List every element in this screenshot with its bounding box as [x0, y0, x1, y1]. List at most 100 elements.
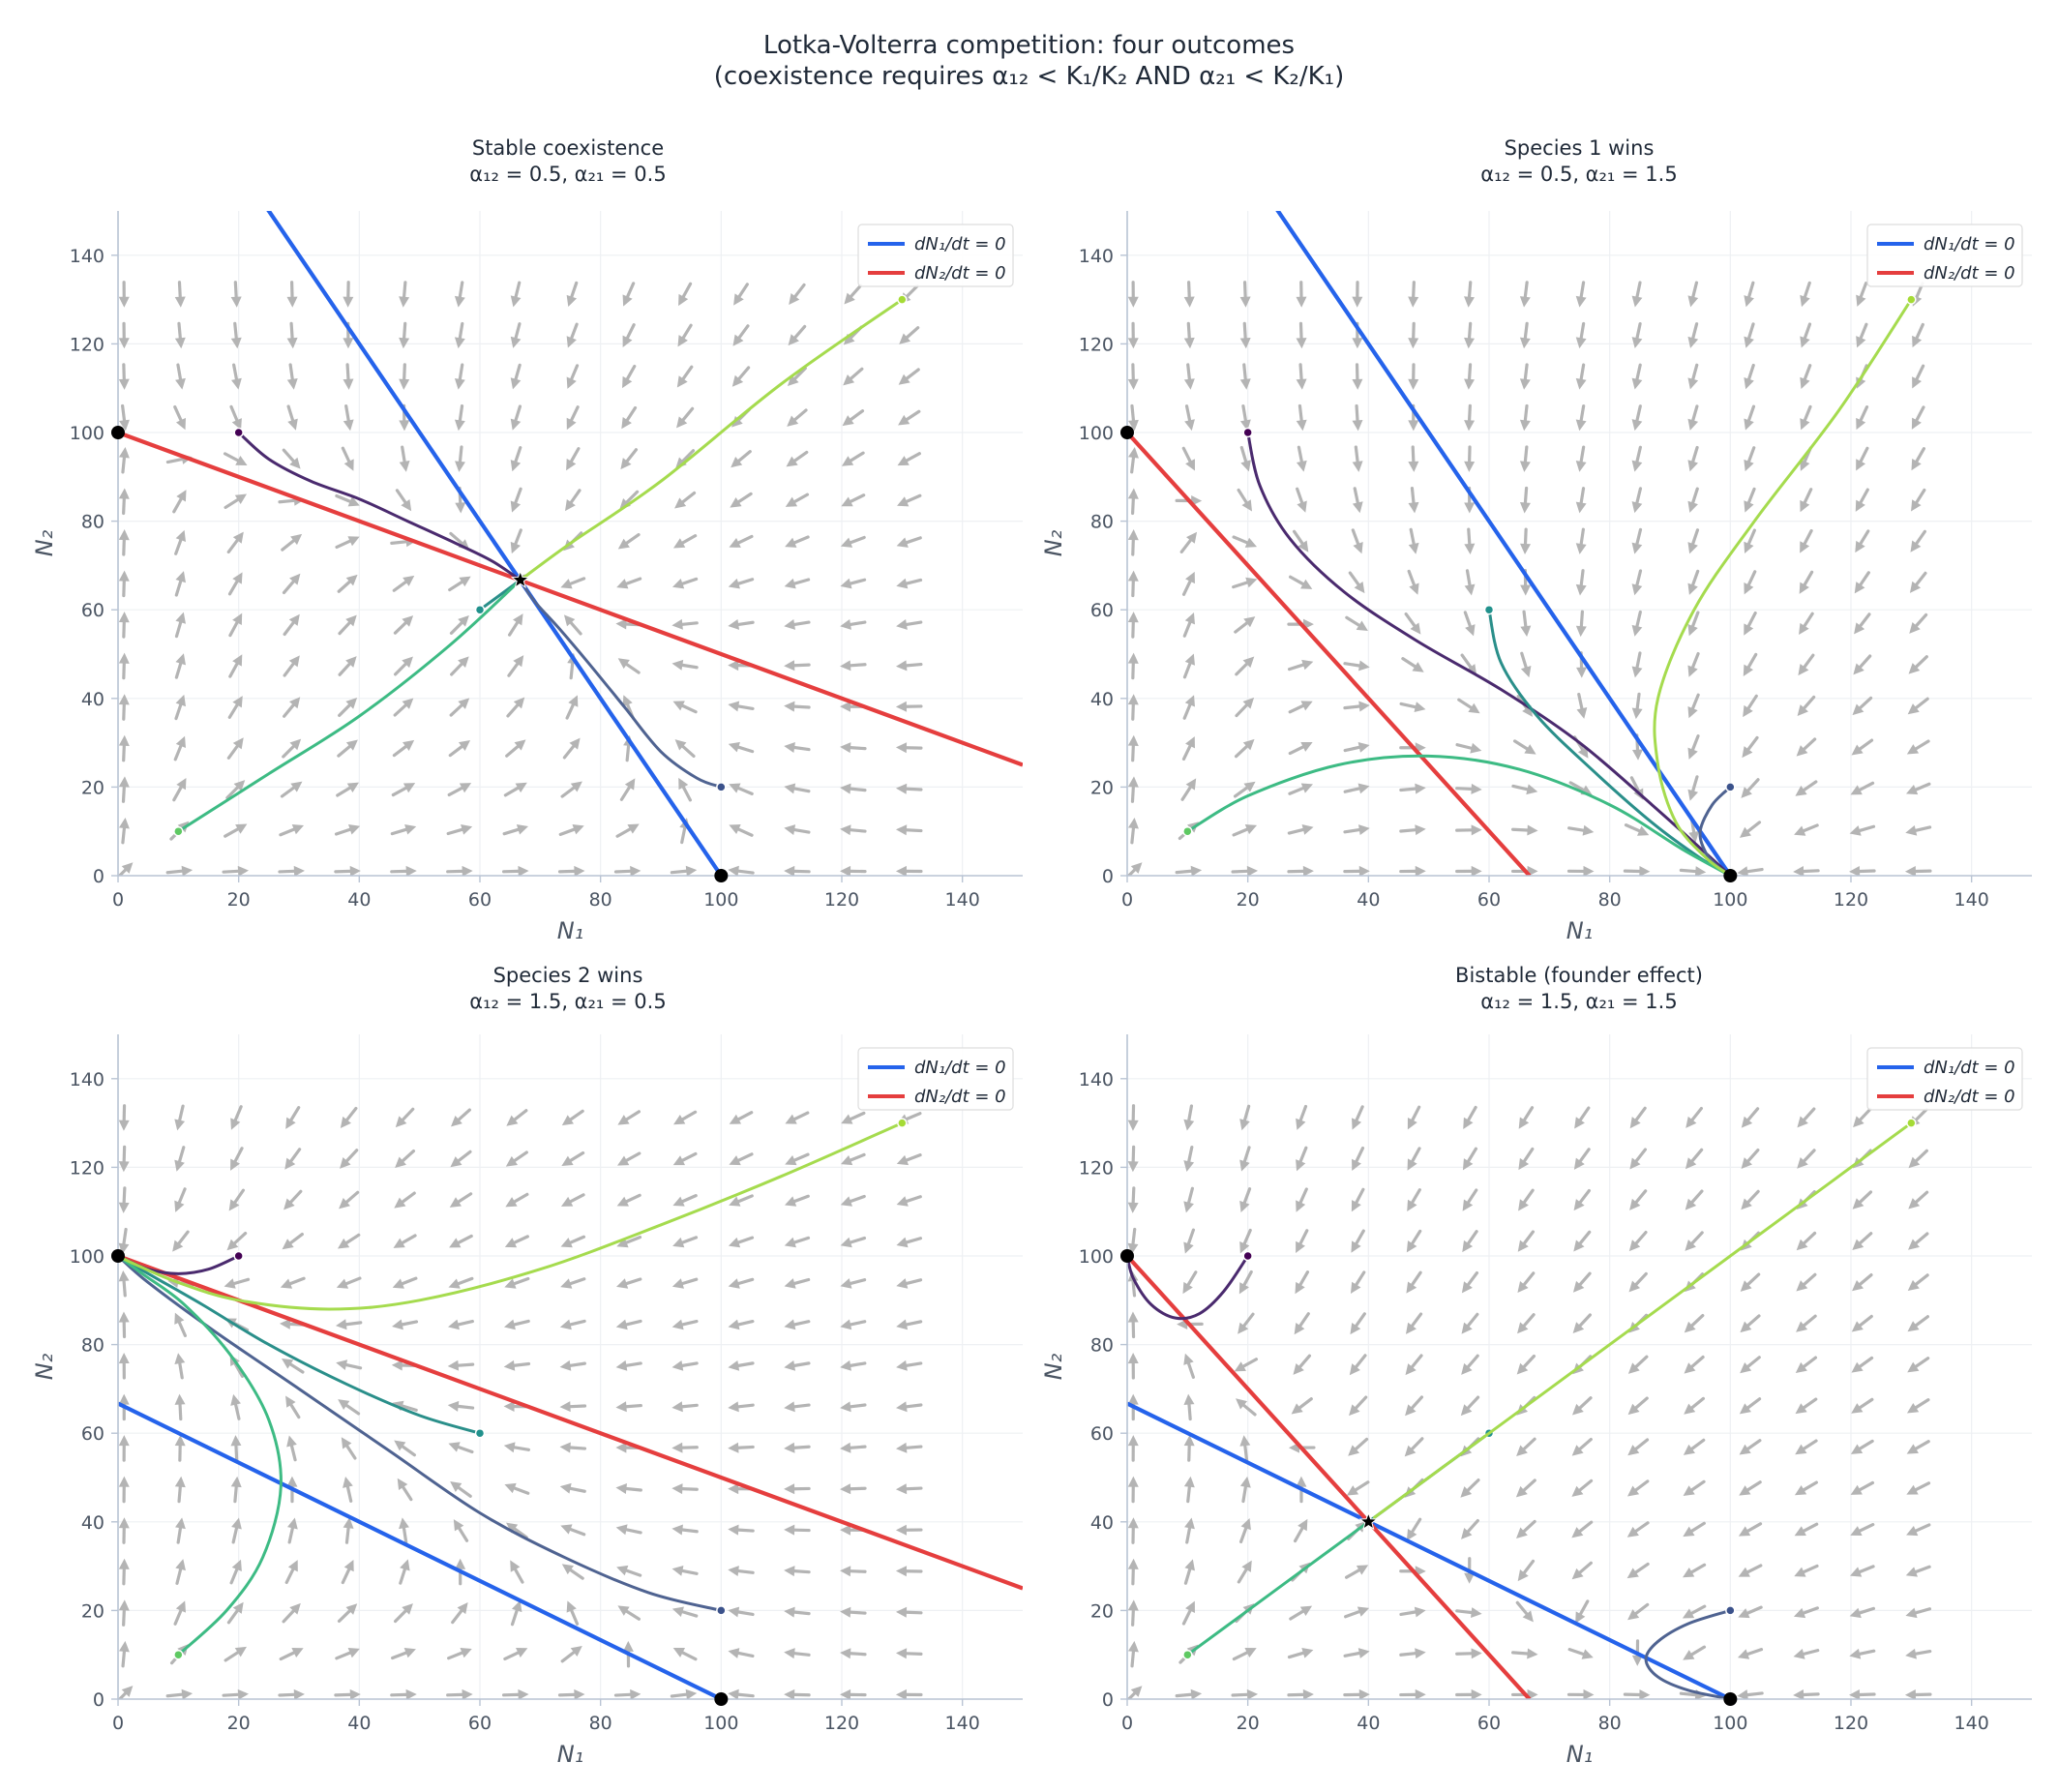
field-arrow: [401, 1191, 416, 1204]
field-arrow: [278, 1692, 296, 1697]
field-arrow-head: [896, 537, 909, 548]
field-arrow: [1399, 828, 1417, 833]
field-arrow-head: [118, 652, 130, 664]
field-arrow: [1635, 610, 1642, 628]
field-arrow-head: [1740, 1362, 1752, 1374]
field-arrow: [1802, 1397, 1818, 1410]
field-arrow: [1579, 363, 1586, 381]
field-arrow-head: [347, 496, 360, 507]
field-arrow: [1130, 785, 1135, 803]
field-arrow: [1689, 1604, 1707, 1615]
field-arrow-head: [230, 337, 242, 349]
field-arrow: [625, 448, 639, 463]
field-arrow: [122, 496, 126, 516]
field-arrow-head: [1408, 296, 1419, 308]
field-arrow-head: [1907, 1321, 1920, 1332]
field-arrow: [624, 1235, 642, 1244]
field-arrow-head: [728, 578, 740, 589]
field-arrow-head: [518, 865, 529, 876]
trajectory-4: [118, 1254, 283, 1657]
field-arrow-head: [1575, 543, 1587, 554]
field-arrow: [1858, 1232, 1873, 1245]
field-arrow-head: [450, 1156, 462, 1168]
field-arrow-head: [1909, 581, 1922, 593]
field-arrow: [446, 827, 464, 836]
field-arrow: [228, 662, 239, 678]
field-arrow-head: [1687, 665, 1698, 677]
field-arrow: [736, 869, 755, 875]
field-arrow: [736, 1403, 755, 1409]
field-arrow: [905, 578, 923, 585]
field-arrow-head: [513, 697, 525, 709]
panel-3-title: Species 2 wins: [492, 964, 643, 987]
field-arrow: [1355, 1187, 1365, 1205]
field-arrow-head: [1850, 1526, 1863, 1537]
field-arrow-head: [671, 1278, 684, 1289]
field-arrow: [1746, 1107, 1760, 1121]
y-tick-label: 20: [1090, 777, 1114, 798]
equilibrium-point: [714, 869, 729, 882]
field-arrow: [1578, 1271, 1592, 1287]
field-arrow: [792, 1403, 811, 1409]
field-arrow: [1578, 1148, 1591, 1163]
field-arrow-head: [394, 1440, 406, 1451]
field-arrow: [451, 1609, 463, 1625]
field-arrow-head: [559, 1359, 572, 1371]
field-arrow: [1803, 322, 1812, 340]
field-arrow-head: [1687, 377, 1699, 390]
field-arrow-head: [1912, 376, 1923, 389]
field-arrow: [1523, 486, 1529, 505]
field-arrow-head: [175, 653, 186, 666]
field-arrow: [399, 1568, 406, 1585]
field-arrow: [1353, 487, 1359, 505]
y-tick-label: 100: [1079, 423, 1114, 444]
field-arrow-head: [1352, 296, 1363, 308]
field-arrow-head: [1471, 1648, 1482, 1659]
field-arrow: [173, 404, 183, 422]
field-arrow-head: [284, 1157, 296, 1170]
field-arrow-head: [895, 865, 907, 876]
field-arrow-head: [286, 337, 298, 349]
field-arrow: [1746, 1314, 1761, 1328]
field-arrow-head: [1849, 825, 1862, 836]
field-arrow-head: [175, 529, 186, 543]
field-arrow: [1691, 445, 1699, 463]
field-arrow-head: [730, 496, 742, 508]
field-arrow-head: [118, 612, 130, 623]
field-arrow-head: [118, 447, 130, 459]
field-arrow: [1634, 1438, 1650, 1450]
field-arrow: [1411, 1105, 1421, 1122]
field-arrow-head: [622, 375, 633, 389]
field-arrow: [1914, 1315, 1929, 1328]
field-arrow-head: [729, 783, 741, 793]
field-arrow-head: [1352, 1158, 1361, 1172]
field-arrow: [403, 281, 407, 299]
field-arrow: [680, 1568, 699, 1575]
field-arrow-head: [1244, 1648, 1257, 1658]
field-arrow-head: [118, 338, 130, 349]
field-arrow: [1515, 1600, 1529, 1616]
field-arrow-head: [1799, 582, 1809, 594]
field-arrow-head: [1408, 338, 1419, 349]
field-arrow-head: [346, 782, 359, 792]
field-arrow-head: [1516, 1445, 1528, 1457]
field-arrow: [335, 539, 352, 550]
field-arrow: [624, 1319, 642, 1327]
field-arrow: [624, 1277, 642, 1286]
field-arrow-head: [1127, 612, 1139, 623]
field-arrow: [334, 827, 352, 836]
field-arrow: [1635, 527, 1643, 546]
field-arrow: [1690, 1438, 1706, 1450]
y-tick-label: 0: [93, 866, 104, 887]
field-arrow: [680, 577, 699, 585]
field-arrow-head: [118, 776, 130, 788]
field-arrow-head: [1517, 1281, 1529, 1294]
field-arrow: [448, 580, 463, 592]
field-arrow: [680, 1236, 699, 1244]
field-arrow-head: [230, 1476, 242, 1488]
field-arrow: [175, 1568, 183, 1585]
field-arrow-head: [1797, 704, 1808, 717]
field-arrow: [1187, 1145, 1194, 1163]
field-arrow-head: [1130, 1686, 1143, 1697]
